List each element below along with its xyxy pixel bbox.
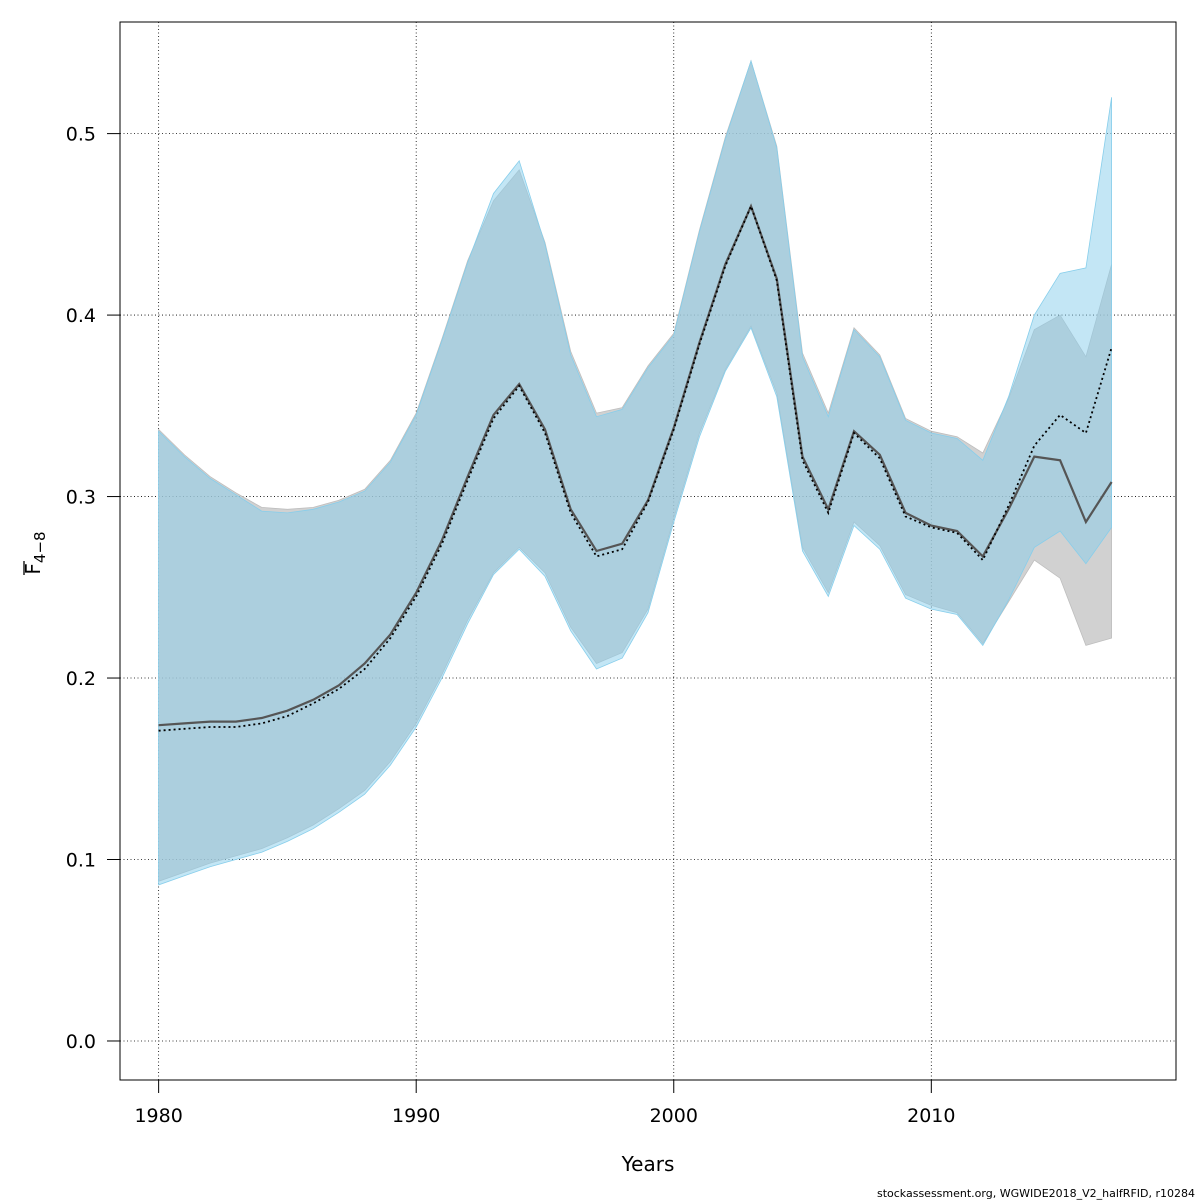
series-lines: [158, 203, 1113, 732]
x-tick-label: 1990: [392, 1105, 440, 1127]
x-tick-label: 2010: [907, 1105, 955, 1127]
y-axis-title-main: F: [21, 563, 45, 575]
axes: 1980 1990 2000 2010 0.0 0.1 0.2 0.3 0.4 0.5: [66, 124, 956, 1127]
y-tick-label: 0.3: [66, 487, 96, 509]
y-axis-title-sub: 4−8: [31, 531, 49, 563]
y-tick-label: 0.2: [66, 668, 96, 690]
x-tick-label: 2000: [650, 1105, 698, 1127]
y-tick-label: 0.4: [66, 305, 96, 327]
confidence-bands: [158, 59, 1112, 886]
y-tick-label: 0.0: [66, 1031, 96, 1053]
series-line-solid: [158, 203, 1113, 727]
y-tick-label: 0.1: [66, 850, 96, 872]
confidence-band-2: [158, 59, 1112, 886]
x-tick-label: 1980: [134, 1105, 182, 1127]
y-tick-label: 0.5: [66, 124, 96, 146]
series-line-dotted: [158, 203, 1113, 732]
credit-text: stockassessment.org, WGWIDE2018_V2_halfR…: [877, 1187, 1195, 1200]
svg-text:F4−8: F4−8: [21, 531, 49, 574]
y-axis-title: F4−8: [21, 531, 49, 575]
x-axis-title: Years: [621, 1152, 675, 1176]
